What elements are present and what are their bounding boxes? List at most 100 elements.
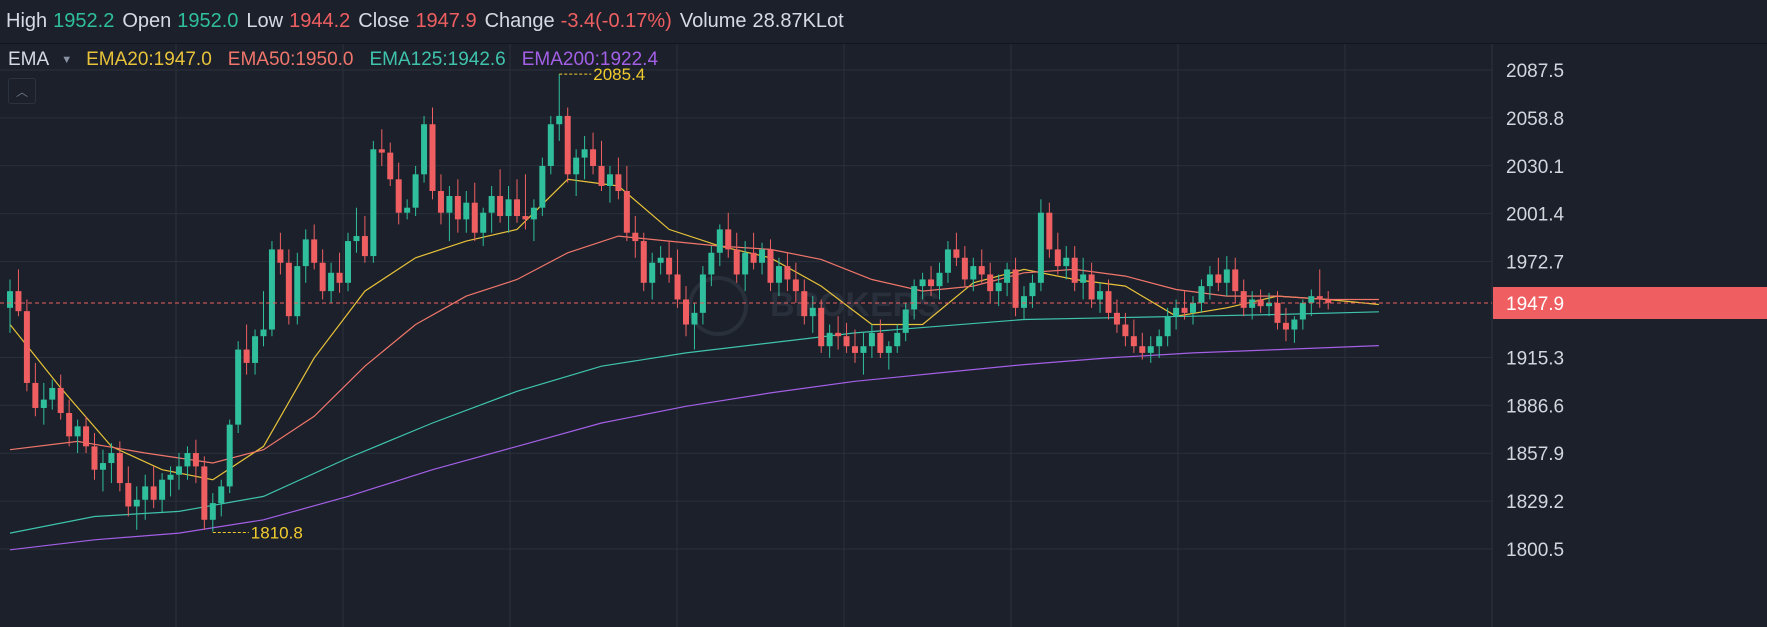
candle[interactable] (437, 174, 444, 225)
candle[interactable] (1054, 232, 1061, 275)
candle[interactable] (49, 379, 56, 410)
candle[interactable] (944, 241, 951, 283)
candle[interactable] (133, 486, 140, 530)
candle[interactable] (666, 241, 673, 283)
candle[interactable] (277, 232, 284, 275)
candle[interactable] (556, 74, 563, 141)
candle[interactable] (336, 252, 343, 293)
candle[interactable] (40, 382, 47, 425)
candle[interactable] (826, 324, 833, 358)
candle[interactable] (91, 433, 98, 480)
candle[interactable] (742, 241, 749, 292)
candle[interactable] (159, 473, 166, 514)
candle[interactable] (928, 266, 935, 297)
candle[interactable] (218, 479, 225, 517)
candle[interactable] (860, 332, 867, 375)
indicator-selector[interactable]: EMA ▼ (0, 49, 72, 71)
candle[interactable] (784, 252, 791, 292)
candle[interactable] (801, 279, 808, 325)
candle[interactable] (1097, 282, 1104, 313)
candle[interactable] (184, 446, 191, 480)
candle[interactable] (1299, 299, 1306, 330)
candlestick-chart[interactable]: BROKERS2085.41810.82087.52058.82030.1200… (0, 44, 1767, 627)
candle[interactable] (987, 262, 994, 303)
candle[interactable] (978, 249, 985, 283)
candle[interactable] (57, 374, 64, 420)
candle[interactable] (522, 174, 529, 230)
candle[interactable] (1232, 257, 1239, 303)
candle[interactable] (395, 162, 402, 225)
collapse-legend-button[interactable]: ︿ (8, 78, 36, 104)
candle[interactable] (1156, 329, 1163, 358)
candle[interactable] (235, 341, 242, 434)
candle[interactable] (733, 232, 740, 283)
candle[interactable] (421, 115, 428, 183)
candle[interactable] (885, 341, 892, 370)
candle[interactable] (7, 279, 13, 333)
candle[interactable] (1012, 257, 1019, 317)
candle[interactable] (471, 182, 478, 242)
candle[interactable] (775, 257, 782, 297)
candle[interactable] (911, 279, 918, 320)
candle[interactable] (683, 286, 689, 337)
candle[interactable] (404, 199, 411, 220)
candle[interactable] (936, 262, 943, 300)
candle[interactable] (311, 224, 318, 270)
candle[interactable] (623, 165, 630, 242)
candle[interactable] (429, 107, 436, 200)
candle[interactable] (480, 207, 487, 247)
candle[interactable] (699, 266, 706, 325)
candle[interactable] (1147, 336, 1154, 363)
candle[interactable] (497, 169, 504, 223)
candle[interactable] (674, 249, 681, 308)
candle[interactable] (1063, 246, 1070, 280)
candle[interactable] (547, 115, 554, 175)
candle[interactable] (1240, 279, 1247, 317)
candle[interactable] (1071, 246, 1078, 292)
candle[interactable] (370, 140, 377, 263)
candle[interactable] (378, 129, 385, 166)
candle[interactable] (1190, 296, 1196, 325)
candle[interactable] (387, 142, 394, 186)
candle[interactable] (1105, 279, 1112, 320)
candle[interactable] (294, 252, 301, 325)
candle[interactable] (564, 107, 571, 183)
candle[interactable] (792, 262, 799, 303)
candle[interactable] (1282, 307, 1289, 342)
candle[interactable] (852, 329, 858, 363)
candle[interactable] (167, 466, 174, 497)
candle[interactable] (691, 302, 698, 350)
candle[interactable] (505, 185, 512, 233)
candle[interactable] (1325, 291, 1332, 310)
candle[interactable] (260, 291, 267, 347)
candle[interactable] (1122, 312, 1129, 347)
candle[interactable] (142, 474, 149, 520)
candle[interactable] (606, 165, 613, 203)
candle[interactable] (1274, 291, 1281, 330)
candle[interactable] (590, 132, 597, 175)
candle[interactable] (1046, 202, 1053, 258)
candle[interactable] (1004, 262, 1011, 297)
candle[interactable] (1029, 274, 1036, 308)
candle[interactable] (23, 299, 30, 392)
candle[interactable] (1088, 262, 1095, 308)
candle[interactable] (750, 232, 757, 270)
candle[interactable] (74, 419, 81, 454)
candle[interactable] (632, 216, 639, 258)
candle[interactable] (361, 216, 368, 263)
candle[interactable] (818, 299, 825, 353)
candle[interactable] (716, 224, 723, 267)
candle[interactable] (125, 466, 132, 517)
candle[interactable] (66, 399, 73, 447)
candle[interactable] (657, 246, 664, 275)
candle[interactable] (1173, 299, 1180, 330)
candle[interactable] (345, 232, 351, 292)
candle[interactable] (1215, 257, 1222, 292)
candle[interactable] (268, 241, 275, 337)
candle[interactable] (725, 212, 732, 258)
candle[interactable] (116, 441, 123, 492)
candle[interactable] (530, 199, 537, 242)
candle[interactable] (877, 319, 884, 358)
candle[interactable] (598, 140, 605, 192)
candle[interactable] (15, 269, 22, 317)
